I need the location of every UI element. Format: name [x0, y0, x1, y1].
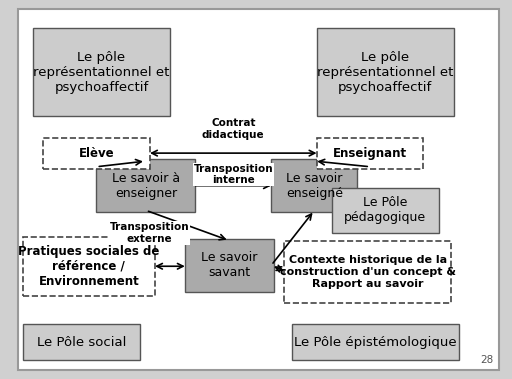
- Text: Elève: Elève: [79, 147, 114, 160]
- Text: Le savoir
savant: Le savoir savant: [201, 251, 258, 279]
- Text: Enseignant: Enseignant: [333, 147, 407, 160]
- FancyBboxPatch shape: [96, 159, 195, 212]
- FancyBboxPatch shape: [291, 324, 459, 360]
- Text: Le savoir
enseigné: Le savoir enseigné: [286, 172, 343, 200]
- Text: Contexte historique de la
construction d'un concept &
Rapport au savoir: Contexte historique de la construction d…: [280, 255, 456, 288]
- Text: Pratiques sociales de
référence /
Environnement: Pratiques sociales de référence / Enviro…: [18, 245, 160, 288]
- Text: Le Pôle social: Le Pôle social: [36, 335, 126, 349]
- Text: Transposition
externe: Transposition externe: [110, 222, 189, 244]
- Text: Le pôle
représentationnel et
psychoaffectif: Le pôle représentationnel et psychoaffec…: [33, 50, 169, 94]
- FancyBboxPatch shape: [332, 188, 438, 233]
- FancyBboxPatch shape: [23, 237, 155, 296]
- FancyBboxPatch shape: [317, 138, 423, 169]
- Text: Le Pôle épistémologique: Le Pôle épistémologique: [294, 335, 457, 349]
- FancyBboxPatch shape: [185, 239, 274, 292]
- FancyBboxPatch shape: [23, 324, 139, 360]
- Text: Contrat
didactique: Contrat didactique: [202, 118, 265, 139]
- FancyBboxPatch shape: [284, 241, 451, 303]
- FancyBboxPatch shape: [33, 28, 170, 116]
- FancyBboxPatch shape: [271, 159, 357, 212]
- Text: 28: 28: [480, 355, 493, 365]
- Text: Le pôle
représentationnel et
psychoaffectif: Le pôle représentationnel et psychoaffec…: [317, 50, 454, 94]
- FancyBboxPatch shape: [43, 138, 150, 169]
- Text: Le savoir à
enseigner: Le savoir à enseigner: [112, 172, 180, 200]
- FancyBboxPatch shape: [317, 28, 454, 116]
- Text: Le Pôle
pédagogique: Le Pôle pédagogique: [344, 196, 426, 224]
- Text: Transposition
interne: Transposition interne: [194, 164, 273, 185]
- FancyBboxPatch shape: [18, 9, 499, 370]
